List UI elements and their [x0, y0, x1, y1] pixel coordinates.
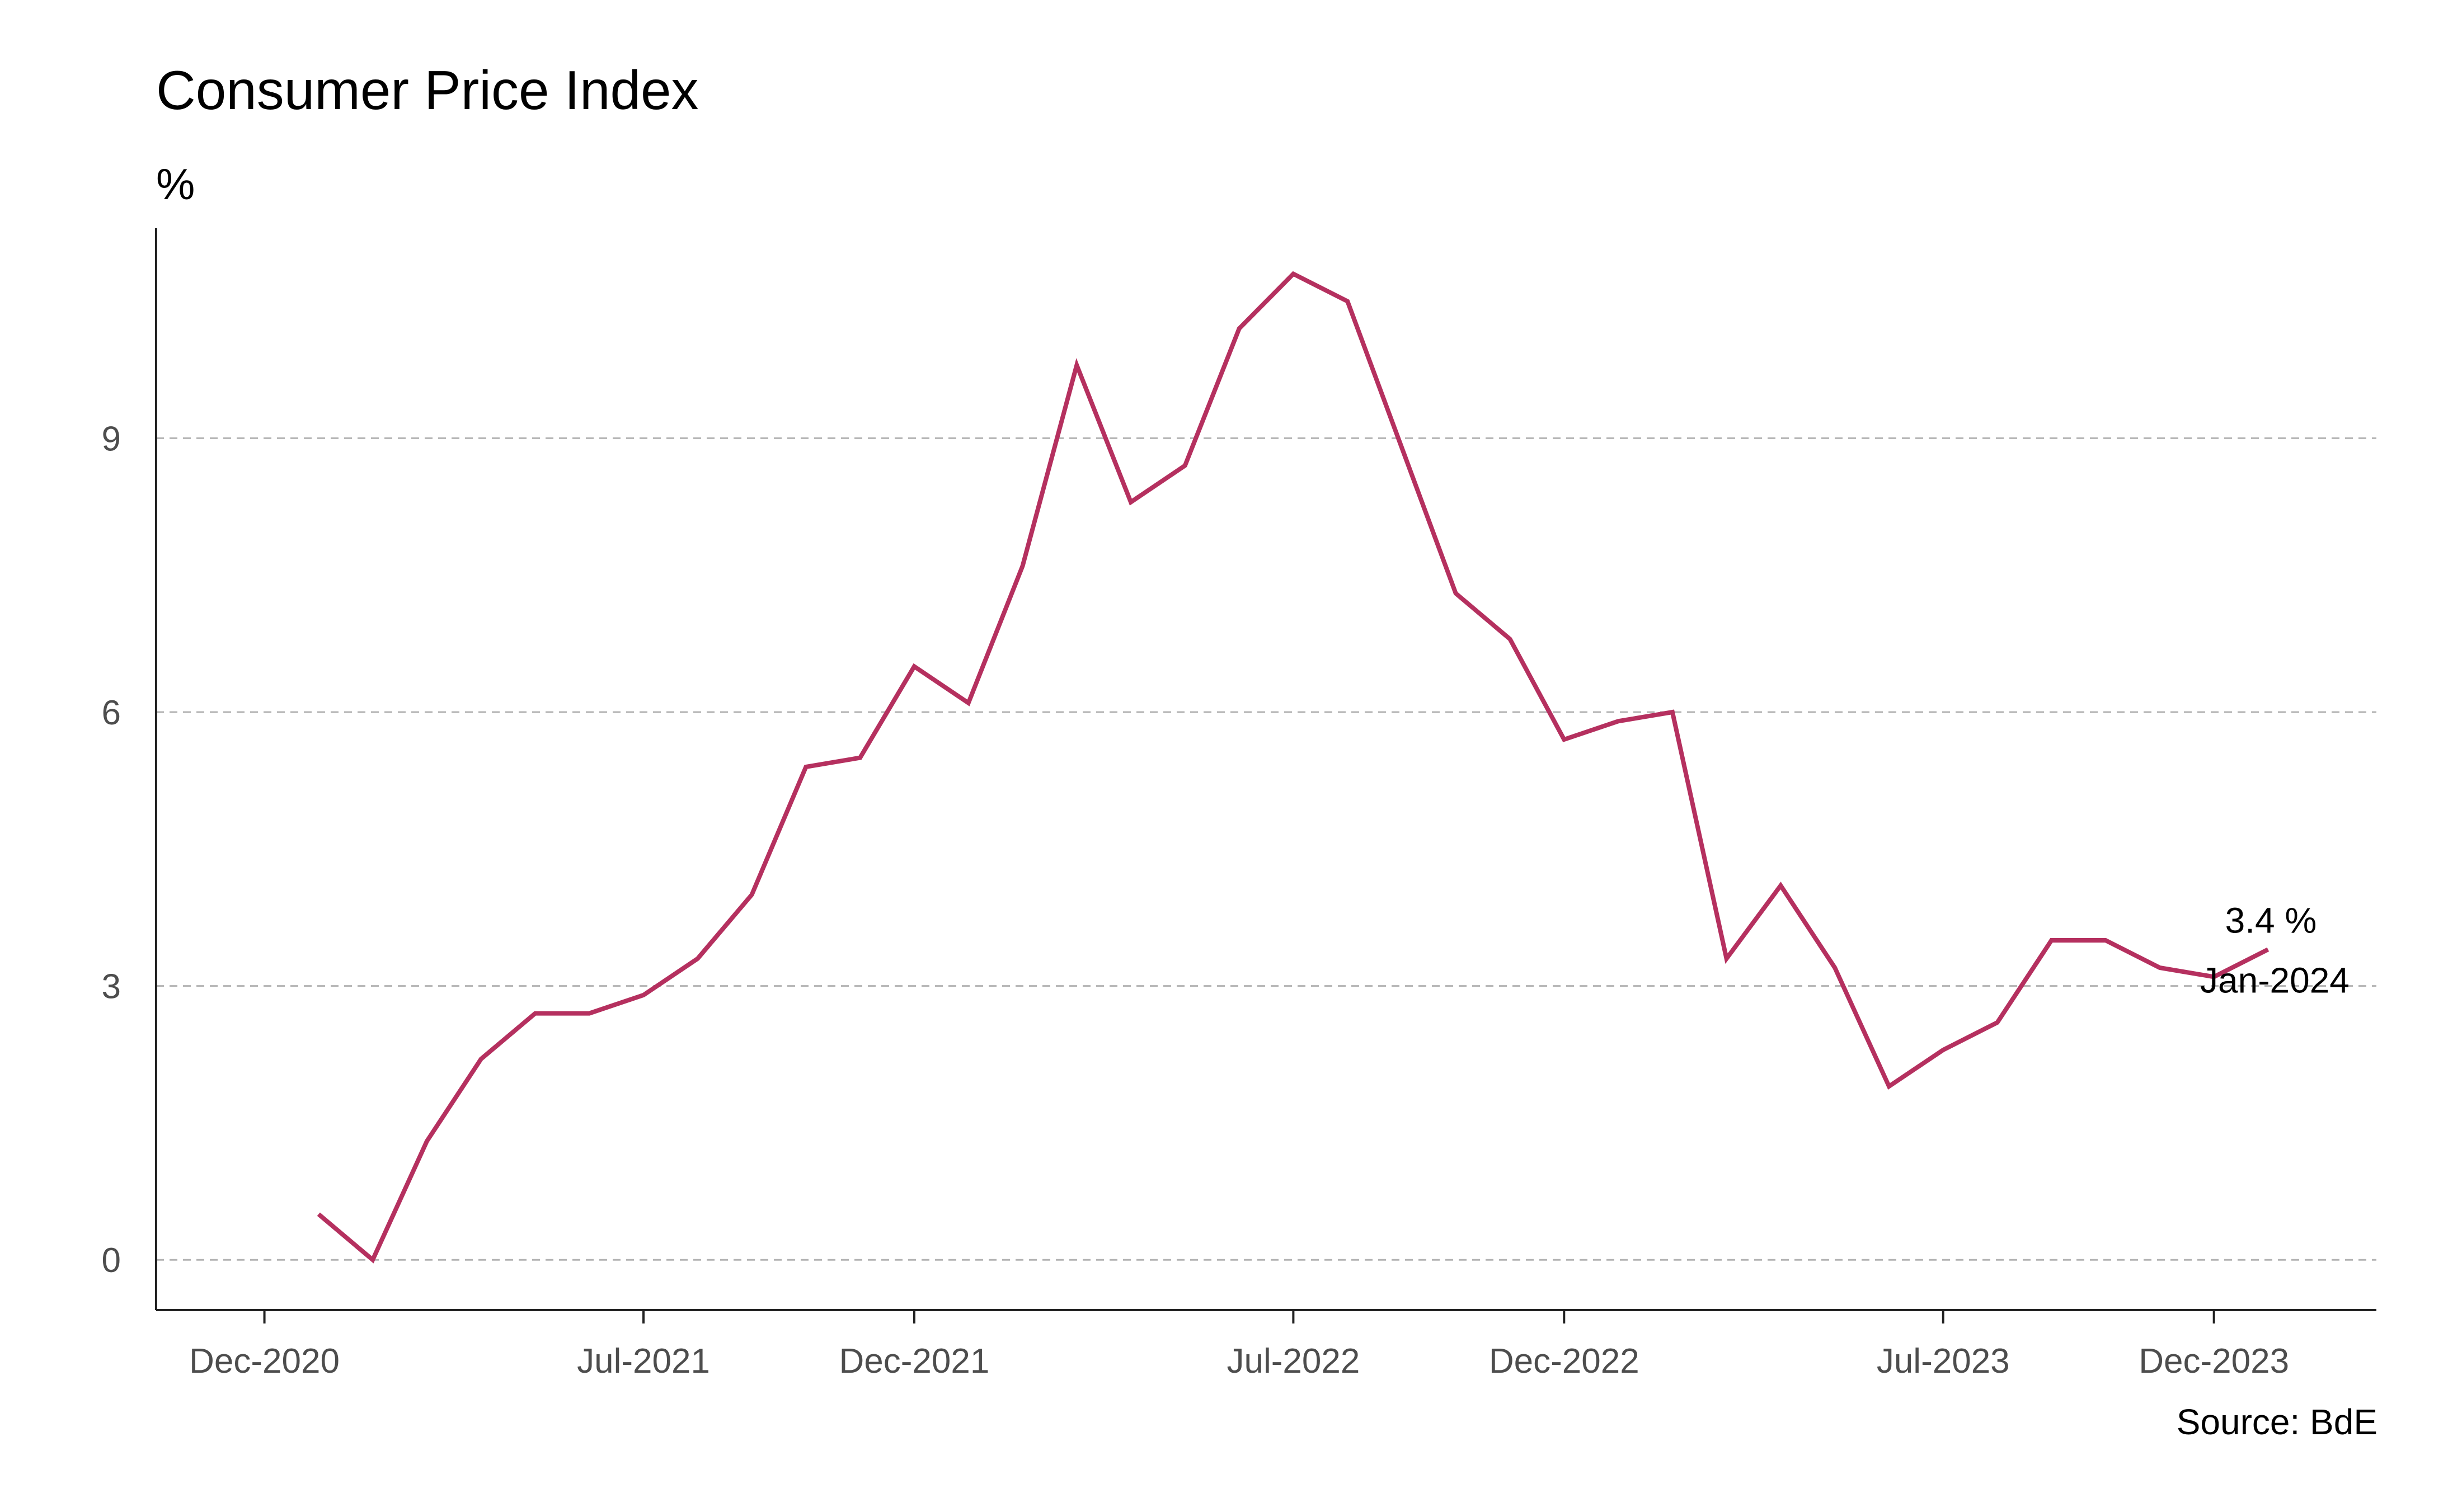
y-tick-label: 3 [102, 968, 121, 1006]
y-tick-label: 0 [102, 1241, 121, 1280]
chart-title: Consumer Price Index [156, 59, 699, 121]
x-tick-label: Dec-2020 [189, 1342, 340, 1381]
gridlines [156, 437, 2376, 1261]
tick-labels: 0 3 6 9 Dec-2020 Jul-2021 Dec-2021 Jul-2022 Dec-… [102, 420, 2290, 1381]
axes [155, 228, 2376, 1323]
x-tick-label: Jul-2021 [577, 1342, 710, 1381]
source-note: Source: BdE [2176, 1402, 2377, 1442]
y-unit-label: % [156, 159, 195, 209]
y-tick-label: 6 [102, 694, 121, 732]
series-line [317, 271, 2270, 1264]
annotation-value: 3.4 % [2225, 900, 2317, 940]
x-tick-label: Jul-2022 [1227, 1342, 1360, 1381]
x-tick-label: Jul-2023 [1877, 1342, 2010, 1381]
series [317, 271, 2270, 1264]
x-tick-label: Dec-2023 [2139, 1342, 2289, 1381]
x-tick-label: Dec-2022 [1489, 1342, 1639, 1381]
x-tick-label: Dec-2021 [839, 1342, 990, 1381]
y-tick-label: 9 [102, 420, 121, 458]
annotation: 3.4 % Jan-2024 [2200, 900, 2350, 1000]
annotation-date: Jan-2024 [2200, 960, 2350, 1000]
